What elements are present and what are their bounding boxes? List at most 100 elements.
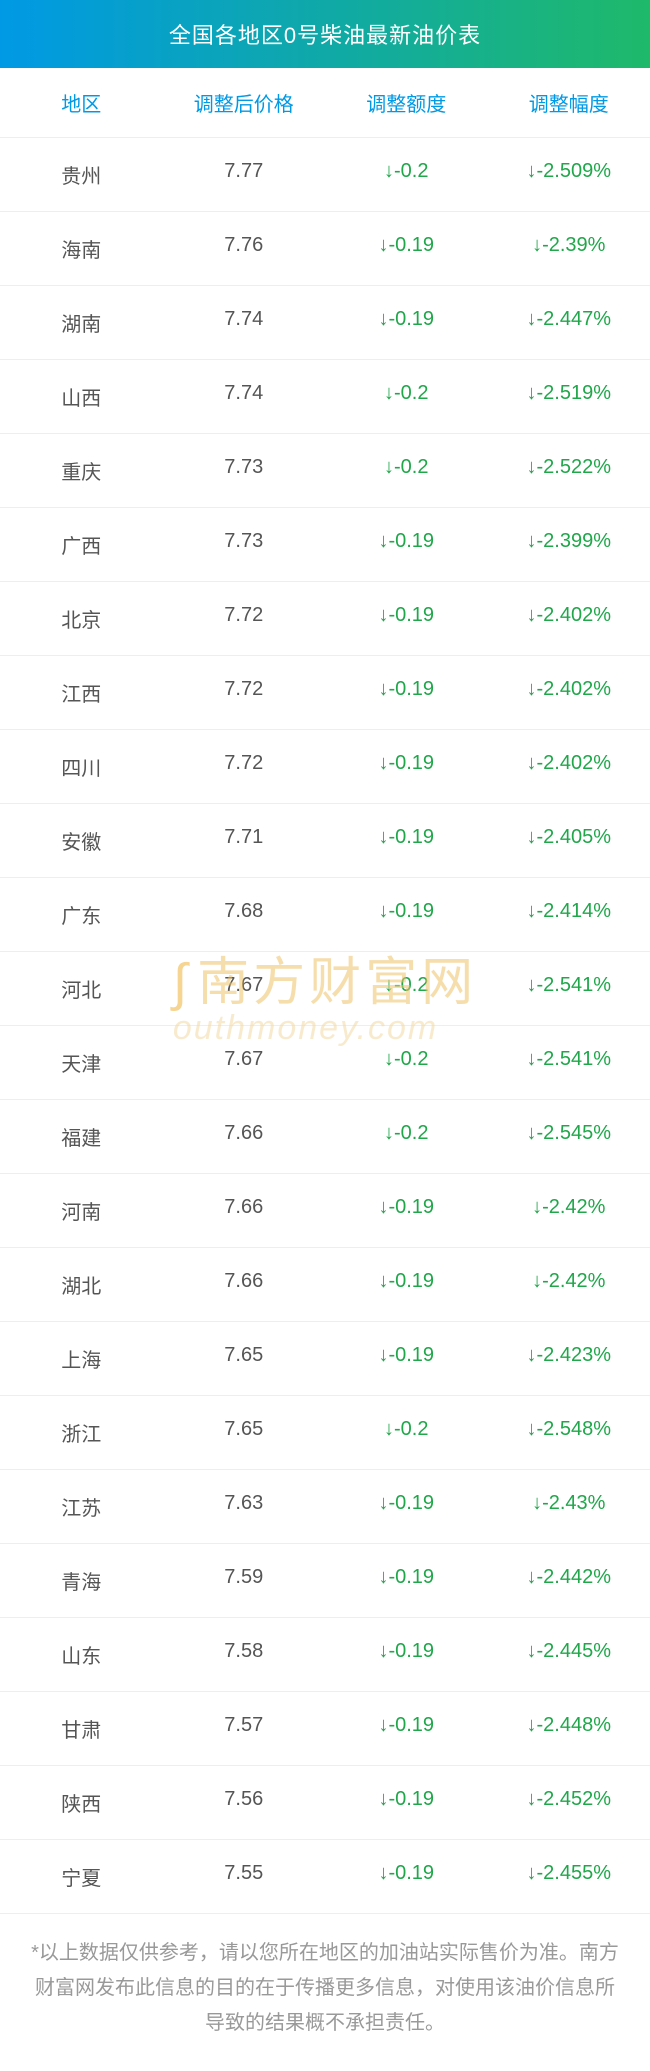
table-row: 海南7.76↓-0.19↓-2.39% bbox=[0, 212, 650, 286]
table-row: 宁夏7.55↓-0.19↓-2.455% bbox=[0, 1840, 650, 1914]
cell-region: 陕西 bbox=[0, 1766, 163, 1839]
cell-delta: ↓-0.19 bbox=[325, 212, 488, 285]
cell-percent: ↓-2.43% bbox=[488, 1470, 650, 1543]
cell-delta: ↓-0.19 bbox=[325, 508, 488, 581]
cell-percent: ↓-2.448% bbox=[488, 1692, 650, 1765]
table-row: 四川7.72↓-0.19↓-2.402% bbox=[0, 730, 650, 804]
cell-price: 7.55 bbox=[163, 1840, 326, 1913]
cell-price: 7.59 bbox=[163, 1544, 326, 1617]
cell-price: 7.66 bbox=[163, 1248, 326, 1321]
table-row: 上海7.65↓-0.19↓-2.423% bbox=[0, 1322, 650, 1396]
cell-price: 7.73 bbox=[163, 508, 326, 581]
cell-price: 7.57 bbox=[163, 1692, 326, 1765]
cell-region: 海南 bbox=[0, 212, 163, 285]
cell-price: 7.65 bbox=[163, 1322, 326, 1395]
cell-percent: ↓-2.39% bbox=[488, 212, 650, 285]
cell-delta: ↓-0.2 bbox=[325, 434, 488, 507]
cell-region: 安徽 bbox=[0, 804, 163, 877]
cell-percent: ↓-2.402% bbox=[488, 730, 650, 803]
cell-price: 7.77 bbox=[163, 138, 326, 211]
table-row: 贵州7.77↓-0.2↓-2.509% bbox=[0, 138, 650, 212]
cell-price: 7.67 bbox=[163, 952, 326, 1025]
cell-percent: ↓-2.42% bbox=[488, 1248, 650, 1321]
table-row: 江西7.72↓-0.19↓-2.402% bbox=[0, 656, 650, 730]
cell-percent: ↓-2.545% bbox=[488, 1100, 650, 1173]
cell-region: 广东 bbox=[0, 878, 163, 951]
cell-region: 天津 bbox=[0, 1026, 163, 1099]
cell-price: 7.73 bbox=[163, 434, 326, 507]
cell-region: 宁夏 bbox=[0, 1840, 163, 1913]
table-row: 江苏7.63↓-0.19↓-2.43% bbox=[0, 1470, 650, 1544]
cell-region: 贵州 bbox=[0, 138, 163, 211]
cell-price: 7.56 bbox=[163, 1766, 326, 1839]
cell-percent: ↓-2.42% bbox=[488, 1174, 650, 1247]
cell-percent: ↓-2.405% bbox=[488, 804, 650, 877]
cell-delta: ↓-0.19 bbox=[325, 1766, 488, 1839]
table-row: 安徽7.71↓-0.19↓-2.405% bbox=[0, 804, 650, 878]
table-row: 福建7.66↓-0.2↓-2.545% bbox=[0, 1100, 650, 1174]
cell-price: 7.66 bbox=[163, 1174, 326, 1247]
cell-region: 河北 bbox=[0, 952, 163, 1025]
cell-delta: ↓-0.19 bbox=[325, 878, 488, 951]
cell-price: 7.74 bbox=[163, 286, 326, 359]
col-region: 地区 bbox=[0, 68, 163, 137]
cell-region: 河南 bbox=[0, 1174, 163, 1247]
cell-price: 7.63 bbox=[163, 1470, 326, 1543]
cell-delta: ↓-0.19 bbox=[325, 1470, 488, 1543]
cell-percent: ↓-2.522% bbox=[488, 434, 650, 507]
cell-delta: ↓-0.2 bbox=[325, 1026, 488, 1099]
cell-region: 北京 bbox=[0, 582, 163, 655]
cell-region: 重庆 bbox=[0, 434, 163, 507]
cell-percent: ↓-2.455% bbox=[488, 1840, 650, 1913]
table-row: 湖南7.74↓-0.19↓-2.447% bbox=[0, 286, 650, 360]
cell-percent: ↓-2.402% bbox=[488, 582, 650, 655]
cell-region: 江苏 bbox=[0, 1470, 163, 1543]
table-row: 湖北7.66↓-0.19↓-2.42% bbox=[0, 1248, 650, 1322]
cell-delta: ↓-0.19 bbox=[325, 1544, 488, 1617]
col-delta: 调整额度 bbox=[325, 68, 488, 137]
table-row: 河南7.66↓-0.19↓-2.42% bbox=[0, 1174, 650, 1248]
table-row: 山东7.58↓-0.19↓-2.445% bbox=[0, 1618, 650, 1692]
table-row: 青海7.59↓-0.19↓-2.442% bbox=[0, 1544, 650, 1618]
cell-price: 7.72 bbox=[163, 730, 326, 803]
cell-delta: ↓-0.19 bbox=[325, 582, 488, 655]
cell-region: 山西 bbox=[0, 360, 163, 433]
cell-price: 7.58 bbox=[163, 1618, 326, 1691]
cell-price: 7.72 bbox=[163, 582, 326, 655]
table-row: 重庆7.73↓-0.2↓-2.522% bbox=[0, 434, 650, 508]
cell-price: 7.72 bbox=[163, 656, 326, 729]
cell-delta: ↓-0.19 bbox=[325, 1248, 488, 1321]
cell-region: 湖北 bbox=[0, 1248, 163, 1321]
cell-percent: ↓-2.541% bbox=[488, 1026, 650, 1099]
cell-delta: ↓-0.2 bbox=[325, 138, 488, 211]
cell-delta: ↓-0.19 bbox=[325, 730, 488, 803]
cell-delta: ↓-0.19 bbox=[325, 1322, 488, 1395]
cell-price: 7.68 bbox=[163, 878, 326, 951]
cell-region: 浙江 bbox=[0, 1396, 163, 1469]
table-header-row: 地区 调整后价格 调整额度 调整幅度 bbox=[0, 68, 650, 138]
table-row: 浙江7.65↓-0.2↓-2.548% bbox=[0, 1396, 650, 1470]
cell-delta: ↓-0.19 bbox=[325, 656, 488, 729]
cell-percent: ↓-2.548% bbox=[488, 1396, 650, 1469]
table-row: 河北7.67↓-0.2↓-2.541% bbox=[0, 952, 650, 1026]
cell-percent: ↓-2.519% bbox=[488, 360, 650, 433]
cell-region: 青海 bbox=[0, 1544, 163, 1617]
cell-delta: ↓-0.19 bbox=[325, 1174, 488, 1247]
cell-region: 广西 bbox=[0, 508, 163, 581]
table-row: 陕西7.56↓-0.19↓-2.452% bbox=[0, 1766, 650, 1840]
cell-percent: ↓-2.541% bbox=[488, 952, 650, 1025]
table-row: 北京7.72↓-0.19↓-2.402% bbox=[0, 582, 650, 656]
cell-delta: ↓-0.2 bbox=[325, 952, 488, 1025]
cell-price: 7.67 bbox=[163, 1026, 326, 1099]
cell-region: 上海 bbox=[0, 1322, 163, 1395]
cell-percent: ↓-2.452% bbox=[488, 1766, 650, 1839]
cell-price: 7.74 bbox=[163, 360, 326, 433]
cell-region: 甘肃 bbox=[0, 1692, 163, 1765]
cell-percent: ↓-2.402% bbox=[488, 656, 650, 729]
cell-percent: ↓-2.445% bbox=[488, 1618, 650, 1691]
table-row: 甘肃7.57↓-0.19↓-2.448% bbox=[0, 1692, 650, 1766]
cell-region: 江西 bbox=[0, 656, 163, 729]
table-body: 贵州7.77↓-0.2↓-2.509%海南7.76↓-0.19↓-2.39%湖南… bbox=[0, 138, 650, 1914]
table-row: 广东7.68↓-0.19↓-2.414% bbox=[0, 878, 650, 952]
cell-delta: ↓-0.19 bbox=[325, 1840, 488, 1913]
